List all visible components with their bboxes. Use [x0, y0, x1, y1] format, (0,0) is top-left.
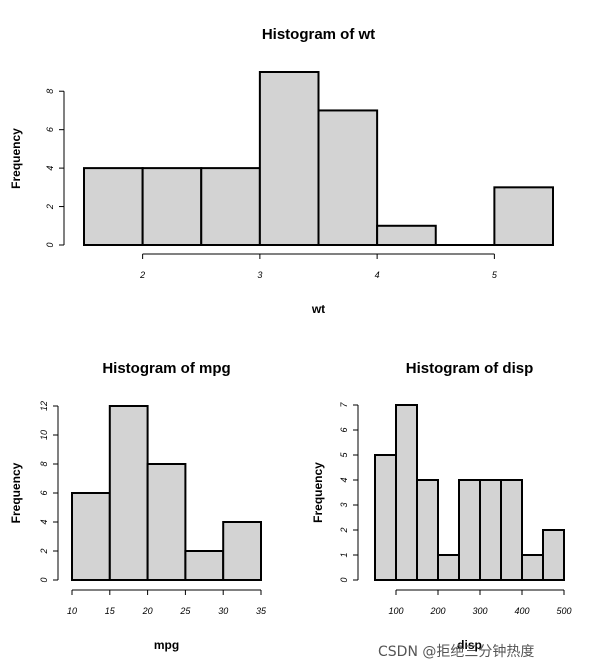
mpg-bar-1 [108, 405, 149, 581]
disp-x-tick-label: 200 [429, 606, 445, 616]
mpg-y-axis-label: Frequency [9, 462, 23, 523]
wt-y-tick-label: 0 [45, 242, 55, 247]
disp-bar-0 [374, 454, 397, 581]
disp-x-tick-label: 100 [388, 606, 403, 616]
disp-x-axis-label: disp [457, 638, 482, 652]
mpg-x-axis-label: mpg [154, 638, 179, 652]
wt-bar-7 [493, 186, 554, 246]
wt-bar-4 [317, 109, 379, 246]
mpg-histogram-panel: 0 2 4 6 8 10 12 10 15 20 25 30 35 Histogram of mpg mpg… [9, 360, 267, 652]
wt-x-tick-label: 2 [139, 270, 145, 280]
disp-x-tick-label: 400 [514, 606, 529, 616]
disp-bar-2 [416, 479, 439, 581]
wt-bar-1 [141, 167, 203, 246]
disp-y-tick-label: 6 [339, 427, 349, 432]
mpg-bar-4 [222, 521, 262, 581]
wt-histogram-panel: 0 2 4 6 8 2 3 4 5 Histogram of wt wt Frequency [9, 26, 554, 316]
mpg-x-tick-label: 10 [67, 606, 77, 616]
mpg-bar-2 [146, 463, 187, 581]
disp-bar-3 [437, 554, 460, 581]
disp-x-tick-label: 300 [472, 606, 487, 616]
wt-y-tick-label: 2 [45, 204, 55, 210]
wt-y-tick-label: 6 [45, 127, 55, 132]
disp-y-axis-label: Frequency [311, 462, 325, 523]
watermark-text: CSDN @拒绝三分钟热度 [378, 643, 534, 660]
wt-bar-3 [258, 71, 320, 246]
wt-x-tick-label: 5 [492, 270, 498, 280]
mpg-x-tick-label: 20 [142, 606, 153, 616]
disp-y-tick-label: 2 [339, 527, 349, 533]
mpg-y-tick-label: 0 [39, 577, 49, 582]
disp-bar-5 [479, 479, 502, 581]
disp-bar-1 [395, 404, 418, 581]
wt-x-tick-label: 4 [375, 270, 380, 280]
mpg-x-tick-label: 15 [105, 606, 116, 616]
disp-y-tick-label: 3 [339, 502, 349, 507]
disp-y-tick-label: 7 [339, 402, 349, 408]
wt-bar-2 [200, 167, 261, 246]
disp-bar-4 [458, 479, 481, 581]
mpg-x-tick-label: 35 [256, 606, 267, 616]
mpg-bar-3 [184, 550, 225, 581]
mpg-y-tick-label: 8 [39, 461, 49, 466]
disp-bar-7 [521, 554, 544, 581]
wt-x-axis-label: wt [311, 302, 325, 316]
wt-bar-5 [376, 224, 437, 246]
mpg-x-tick-label: 25 [179, 606, 191, 616]
wt-chart-title: Histogram of wt [262, 26, 375, 43]
wt-bar-0 [83, 167, 144, 246]
wt-y-tick-label: 4 [45, 166, 55, 171]
mpg-y-tick-label: 6 [39, 490, 49, 495]
disp-chart-title: Histogram of disp [406, 360, 534, 377]
disp-bar-6 [500, 479, 523, 581]
wt-x-tick-label: 3 [257, 270, 262, 280]
disp-y-tick-label: 0 [339, 577, 349, 582]
disp-y-tick-label: 5 [339, 452, 349, 458]
mpg-y-tick-label: 4 [39, 519, 49, 524]
mpg-y-tick-label: 12 [39, 401, 49, 411]
mpg-chart-title: Histogram of mpg [102, 360, 230, 377]
disp-x-tick-label: 500 [556, 606, 571, 616]
disp-y-tick-label: 1 [339, 552, 349, 557]
mpg-x-tick-label: 30 [218, 606, 228, 616]
mpg-y-tick-label: 10 [39, 430, 49, 440]
mpg-y-tick-label: 2 [39, 548, 49, 554]
disp-bar-8 [542, 529, 565, 581]
wt-y-tick-label: 8 [45, 89, 55, 94]
wt-y-axis-label: Frequency [9, 128, 23, 189]
disp-y-tick-label: 4 [339, 477, 349, 482]
disp-histogram-panel: 0 1 2 3 4 5 6 7 100 200 300 400 500 Histogram of disp… [311, 360, 572, 652]
mpg-bar-0 [71, 492, 111, 581]
